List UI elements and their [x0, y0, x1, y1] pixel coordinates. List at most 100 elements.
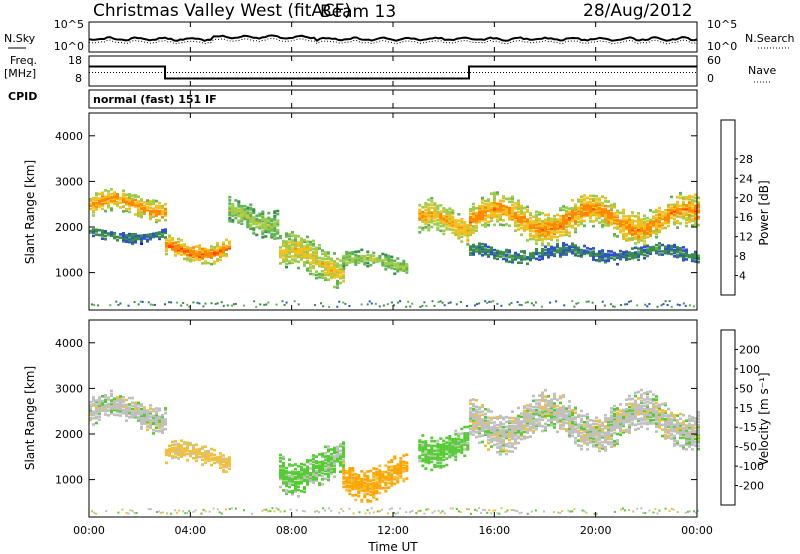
- heatmap-cell: [526, 429, 529, 433]
- heatmap-cell: [285, 241, 288, 245]
- heatmap-cell: [180, 243, 183, 247]
- heatmap-cell: [523, 250, 526, 253]
- heatmap-cell: [613, 233, 616, 236]
- heatmap-cell: [418, 447, 422, 450]
- heatmap-cell: [189, 248, 192, 252]
- heatmap-cell: [664, 220, 667, 223]
- heatmap-cell: [586, 428, 589, 432]
- heatmap-cell: [101, 231, 104, 234]
- heatmap-cell: [424, 213, 428, 216]
- heatmap-cell: [514, 223, 517, 226]
- heatmap-cell: [649, 229, 652, 233]
- heatmap-cell: [667, 434, 670, 438]
- heatmap-cell: [505, 428, 508, 432]
- heatmap-cell: [694, 209, 697, 213]
- heatmap-cell: [375, 485, 379, 488]
- heatmap-cell: [550, 225, 553, 229]
- noise-left-bottom-tick: 10^0: [54, 40, 84, 53]
- heatmap-cell: [607, 250, 610, 253]
- heatmap-cell: [300, 472, 303, 475]
- heatmap-cell: [276, 220, 280, 224]
- heatmap-cell: [381, 478, 385, 482]
- heatmap-cell: [580, 206, 583, 210]
- heatmap-cell: [369, 500, 373, 503]
- heatmap-cell: [481, 413, 484, 417]
- heatmap-cell: [616, 426, 619, 429]
- heatmap-cell: [177, 446, 180, 449]
- heatmap-cell: [547, 223, 550, 226]
- heatmap-cell: [249, 203, 253, 206]
- heatmap-cell: [595, 252, 598, 256]
- heatmap-cell: [204, 249, 207, 252]
- heatmap-cell: [544, 248, 547, 252]
- heatmap-cell: [682, 447, 685, 450]
- heatmap-cell: [131, 239, 134, 242]
- heatmap-cell: [97, 304, 100, 307]
- heatmap-cell: [174, 449, 177, 453]
- heatmap-cell: [366, 264, 370, 268]
- heatmap-cell: [490, 249, 493, 253]
- heatmap-cell: [149, 201, 152, 205]
- heatmap-cell: [577, 439, 580, 442]
- heatmap-cell: [424, 226, 428, 229]
- heatmap-cell: [243, 212, 247, 216]
- heatmap-cell: [285, 478, 288, 481]
- heatmap-cell: [116, 408, 119, 412]
- heatmap-cell: [616, 214, 619, 217]
- heatmap-cell: [589, 202, 592, 206]
- heatmap-cell: [679, 427, 682, 430]
- heatmap-cell: [469, 416, 472, 420]
- heatmap-cell: [348, 471, 352, 475]
- heatmap-cell: [345, 263, 349, 267]
- heatmap-cell: [565, 209, 568, 213]
- heatmap-cell: [472, 213, 475, 217]
- heatmap-cell: [348, 470, 352, 473]
- heatmap-cell: [646, 413, 649, 416]
- heatmap-cell: [646, 245, 649, 248]
- heatmap-cell: [445, 221, 449, 225]
- heatmap-cell: [149, 217, 152, 221]
- heatmap-cell: [195, 250, 198, 253]
- heatmap-cell: [598, 256, 601, 260]
- heatmap-cell: [601, 204, 604, 208]
- heatmap-cell: [171, 456, 174, 460]
- heatmap-cell: [505, 253, 508, 257]
- heatmap-cell: [418, 455, 422, 458]
- heatmap-cell: [447, 302, 450, 305]
- heatmap-cell: [427, 208, 431, 211]
- heatmap-cell: [583, 214, 586, 218]
- heatmap-cell: [436, 439, 440, 443]
- heatmap-cell: [568, 412, 571, 416]
- heatmap-cell: [140, 242, 143, 245]
- heatmap-cell: [270, 224, 274, 228]
- heatmap-cell: [387, 465, 391, 469]
- heatmap-cell: [580, 428, 583, 432]
- heatmap-cell: [658, 418, 661, 421]
- heatmap-cell: [297, 242, 300, 246]
- heatmap-cell: [559, 420, 562, 424]
- heatmap-cell: [342, 452, 345, 456]
- heatmap-cell: [98, 228, 101, 232]
- heatmap-cell: [288, 471, 291, 474]
- heatmap-cell: [107, 398, 110, 401]
- heatmap-cell: [631, 225, 634, 229]
- heatmap-cell: [128, 199, 131, 202]
- heatmap-cell: [478, 252, 481, 255]
- heatmap-cell: [381, 480, 385, 484]
- heatmap-cell: [517, 199, 520, 202]
- heatmap-cell: [694, 223, 697, 227]
- heatmap-cell: [165, 452, 168, 455]
- heatmap-cell: [210, 458, 213, 462]
- heatmap-cell: [128, 240, 131, 244]
- heatmap-cell: [685, 204, 688, 207]
- heatmap-cell: [336, 286, 339, 289]
- heatmap-cell: [550, 245, 553, 249]
- heatmap-cell: [396, 472, 400, 476]
- heatmap-cell: [442, 218, 446, 221]
- heatmap-cell: [508, 255, 511, 259]
- heatmap-cell: [457, 434, 461, 437]
- heatmap-cell: [95, 192, 98, 195]
- heatmap-cell: [580, 447, 583, 451]
- heatmap-cell: [472, 217, 475, 220]
- heatmap-cell: [399, 268, 403, 272]
